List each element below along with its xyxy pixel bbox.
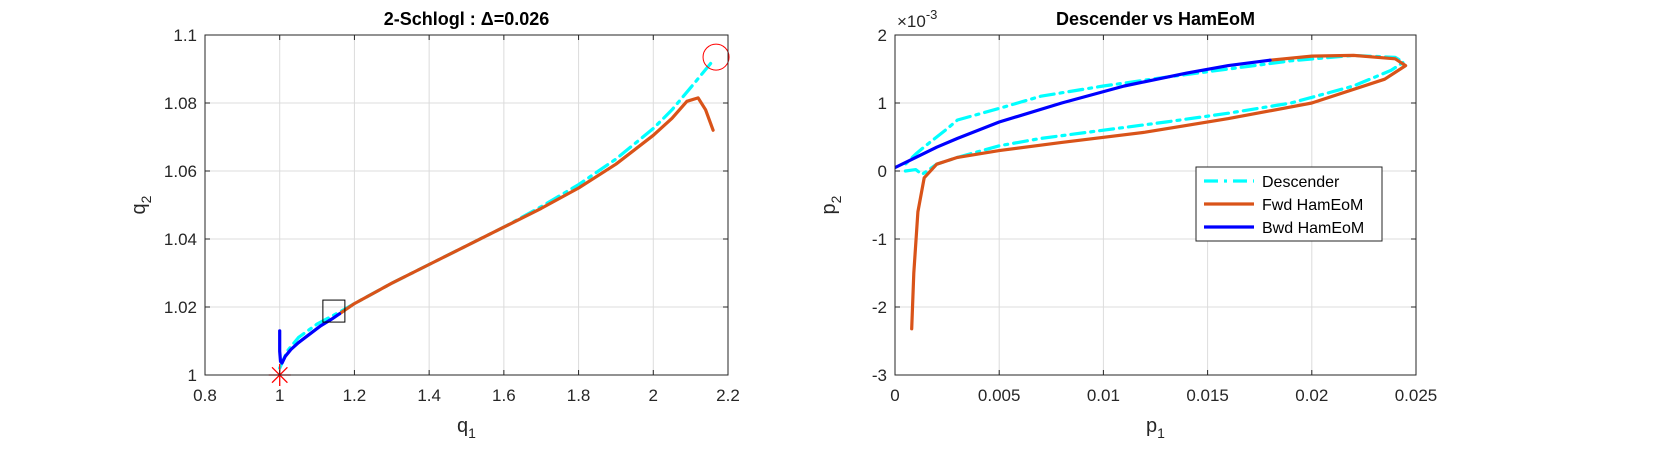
y-tick-label: -2 — [872, 298, 887, 317]
x-tick-label: 0.015 — [1186, 386, 1229, 405]
plot-q1-q2: 0.8 1 1.2 1.4 1.6 1.8 2 2.211.021.041.061.081.1… — [128, 9, 740, 441]
plot-area — [205, 35, 728, 375]
y-tick-label: 1 — [188, 366, 197, 385]
series-line-0 — [278, 58, 715, 370]
y-tick-label: 2 — [878, 26, 887, 45]
series-line-bwd-hameom — [895, 58, 1272, 170]
x-axis-label-main: q — [457, 415, 468, 437]
x-tick-label: 0.8 — [193, 386, 217, 405]
y-tick-label: 1.1 — [173, 26, 197, 45]
x-tick-label: 0.02 — [1295, 386, 1328, 405]
chart-title: 2-Schlogl : Δ=0.026 — [384, 9, 550, 29]
y-axis-label-subscript: 2 — [138, 195, 154, 203]
x-axis-label-main: p — [1146, 415, 1157, 437]
square-marker — [322, 299, 346, 323]
x-axis-label-subscript: 1 — [468, 425, 476, 441]
x-tick-label: 1.6 — [492, 386, 516, 405]
x-tick-label: 2.2 — [716, 386, 740, 405]
x-tick-label: 1.4 — [417, 386, 441, 405]
legend-label: Fwd HamEoM — [1262, 197, 1363, 214]
x-tick-label: 0.025 — [1395, 386, 1438, 405]
y-axis-label-main: q — [128, 203, 150, 214]
y-axis-label: p2 — [818, 195, 844, 214]
series-line-1 — [337, 96, 715, 316]
chart-title: Descender vs HamEoM — [1056, 9, 1255, 29]
legend-label: Bwd HamEoM — [1262, 220, 1364, 237]
x-tick-label: 1.2 — [343, 386, 367, 405]
y-axis-label: q2 — [128, 195, 154, 214]
y-tick-label: 1.02 — [164, 298, 197, 317]
legend-label: Descender — [1262, 174, 1340, 191]
y-tick-label: 1.06 — [164, 162, 197, 181]
x-tick-label: 0.01 — [1087, 386, 1120, 405]
legend: Descender Fwd HamEoM Bwd HamEoM — [1195, 166, 1383, 242]
series-group — [278, 58, 715, 370]
x-tick-label: 1.8 — [567, 386, 591, 405]
x-tick-label: 0.005 — [978, 386, 1021, 405]
x-tick-label: 2 — [649, 386, 658, 405]
circle-marker — [702, 43, 730, 71]
y-axis-label-main: p — [818, 203, 840, 214]
y-axis-label-subscript: 2 — [828, 195, 844, 203]
y-tick-label: -1 — [872, 230, 887, 249]
axes-frame — [894, 34, 1417, 376]
axis-exponent-base: ×10 — [897, 12, 926, 31]
axes-frame — [204, 34, 729, 376]
x-tick-label: 0 — [890, 386, 899, 405]
y-tick-label: -3 — [872, 366, 887, 385]
y-tick-label: 1.08 — [164, 94, 197, 113]
y-tick-label: 1.04 — [164, 230, 197, 249]
axis-exponent-power: -3 — [926, 7, 938, 22]
x-axis-label: p1 — [1146, 415, 1165, 441]
series-line-2 — [278, 312, 342, 365]
series-group — [895, 53, 1408, 331]
series-line-fwd-hameom — [910, 53, 1408, 331]
y-tick-label: 0 — [878, 162, 887, 181]
x-axis-label: q1 — [457, 415, 476, 441]
x-axis-label-subscript: 1 — [1157, 425, 1165, 441]
plot-p1-p2: 0 0.005 0.01 0.015 0.02 0.025 -3 -2 -1 0 1 2 Descend… — [818, 7, 1437, 441]
y-tick-label: 1 — [878, 94, 887, 113]
axis-exponent-label: ×10-3 — [897, 7, 937, 31]
x-tick-label: 1 — [275, 386, 284, 405]
